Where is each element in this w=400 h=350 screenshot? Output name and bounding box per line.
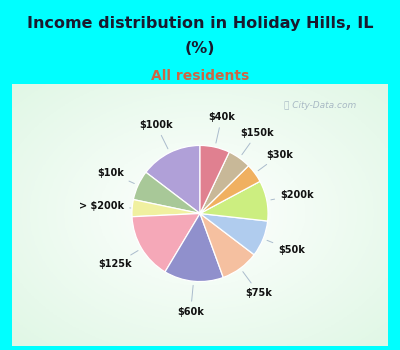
Text: > $200k: > $200k	[79, 201, 131, 211]
Wedge shape	[200, 181, 268, 221]
Wedge shape	[200, 152, 248, 214]
Text: Income distribution in Holiday Hills, IL: Income distribution in Holiday Hills, IL	[27, 16, 373, 31]
Text: $10k: $10k	[97, 168, 134, 183]
Wedge shape	[200, 166, 260, 214]
Text: $30k: $30k	[258, 150, 293, 171]
Wedge shape	[132, 214, 200, 272]
Wedge shape	[200, 214, 268, 255]
Text: $75k: $75k	[243, 272, 272, 298]
Wedge shape	[165, 214, 223, 281]
Text: All residents: All residents	[151, 69, 249, 83]
Text: $60k: $60k	[177, 285, 204, 317]
Wedge shape	[146, 146, 200, 214]
Text: (%): (%)	[185, 41, 215, 56]
Wedge shape	[133, 172, 200, 214]
Wedge shape	[200, 214, 254, 278]
Text: $150k: $150k	[240, 128, 274, 155]
Wedge shape	[132, 199, 200, 217]
Text: $50k: $50k	[267, 240, 305, 255]
Text: $100k: $100k	[139, 120, 173, 149]
Text: $200k: $200k	[271, 190, 314, 200]
Text: $40k: $40k	[208, 112, 235, 143]
Wedge shape	[200, 146, 229, 214]
Text: $125k: $125k	[98, 251, 138, 269]
Text: ⓘ City-Data.com: ⓘ City-Data.com	[284, 100, 356, 110]
